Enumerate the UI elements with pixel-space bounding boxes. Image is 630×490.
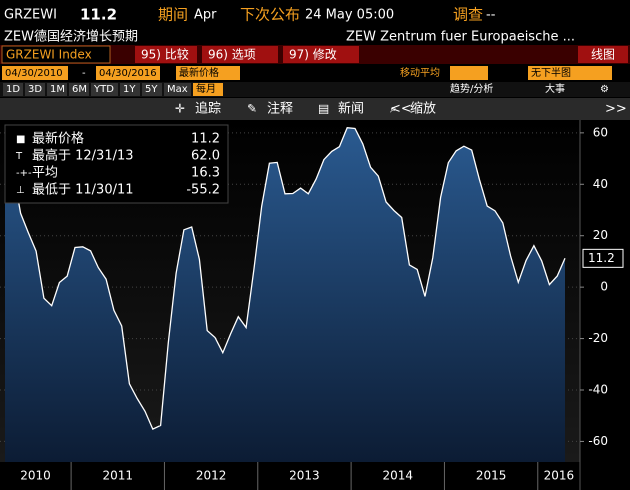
last-value-box	[582, 248, 624, 268]
tool-icon[interactable]: ✛	[175, 102, 185, 116]
survey: --	[486, 8, 496, 23]
range-button[interactable]	[91, 83, 118, 96]
tool-label: 缩放	[410, 101, 436, 117]
start-box[interactable]	[2, 66, 68, 80]
menu-button[interactable]	[283, 46, 359, 63]
chart-kind: 线图	[591, 48, 615, 62]
area-fill	[5, 127, 565, 462]
y-tick-label: 40	[593, 177, 608, 191]
tool-label: 新闻	[338, 101, 364, 117]
source: ZEW Zentrum fuer Europaeische ...	[346, 30, 575, 45]
legend-label: 最高于 12/31/13	[32, 148, 134, 164]
tool-bar	[0, 98, 630, 120]
legend-value: 62.0	[191, 149, 220, 164]
menu-label: 96) 选项	[208, 48, 256, 62]
legend-symbol: -+-	[16, 168, 32, 179]
legend-symbol: T	[15, 151, 23, 162]
range-label: 1D	[6, 84, 20, 95]
range-button[interactable]	[69, 83, 89, 96]
range-label: 5Y	[145, 84, 158, 95]
lower-box[interactable]	[528, 66, 612, 80]
range-label: 6M	[72, 84, 87, 95]
settings-icon[interactable]: ⚙	[600, 84, 609, 95]
range-label: 1M	[50, 84, 65, 95]
field-box[interactable]	[176, 66, 240, 80]
y-tick-label: -60	[588, 434, 608, 448]
ticker: GRZEWI	[4, 8, 57, 23]
legend-value: -55.2	[186, 183, 220, 198]
legend-value: 16.3	[191, 166, 220, 181]
trend: 趋势/分析	[450, 82, 493, 95]
survey-label: 调查	[453, 6, 483, 24]
range-button[interactable]	[142, 83, 162, 96]
end-box[interactable]	[96, 66, 160, 80]
x-tick-label: 2015	[476, 469, 507, 483]
header-bar	[0, 0, 630, 28]
series-line	[4, 127, 566, 430]
legend-value: 11.2	[191, 132, 220, 147]
legend-label: 平均	[32, 166, 58, 181]
last-value-label: 11.2	[588, 251, 615, 265]
legend-label: 最新价格	[32, 131, 84, 147]
x-axis-band	[0, 462, 630, 490]
x-tick-label: 2010	[20, 469, 51, 483]
range-label: Max	[167, 84, 188, 95]
tool-icon[interactable]: ▤	[318, 102, 329, 116]
dash: -	[82, 68, 86, 79]
price-field: 最新价格	[179, 66, 219, 79]
lower-panel: 无下半图	[531, 66, 571, 79]
freq-box[interactable]	[193, 83, 223, 96]
x-tick-label: 2013	[289, 469, 320, 483]
menu-label: 95) 比较	[141, 47, 189, 62]
y-tick-label: -20	[588, 331, 608, 345]
range-label: 1Y	[123, 84, 136, 95]
security-box[interactable]	[1, 45, 111, 64]
legend-box	[4, 124, 229, 204]
x-tick-label: 2016	[544, 469, 575, 483]
scroll-left[interactable]: <<	[390, 102, 412, 117]
security-name: ZEW德国经济增长预期	[4, 30, 138, 45]
range-button[interactable]	[47, 83, 67, 96]
x-tick-label: 2011	[103, 469, 134, 483]
range-label: YTD	[93, 84, 114, 95]
menu-button[interactable]	[202, 46, 278, 63]
range-button[interactable]	[3, 83, 23, 96]
range-button[interactable]	[120, 83, 140, 96]
end-date: 04/30/2016	[99, 68, 157, 79]
events: 大事	[545, 82, 565, 95]
y-tick-label: -40	[588, 383, 608, 397]
x-tick-label: 2014	[383, 469, 414, 483]
ma-box[interactable]	[450, 66, 488, 80]
tool-icon[interactable]: ⌕	[390, 102, 397, 116]
next-release: 24 May 05:00	[305, 8, 394, 23]
range-button[interactable]	[164, 83, 191, 96]
period-label: 期间	[158, 6, 188, 24]
y-tick-label: 0	[600, 280, 608, 294]
chart-kind-box[interactable]	[578, 46, 628, 63]
start-date: 04/30/2010	[5, 68, 63, 79]
freq: 每月	[196, 82, 216, 95]
legend-symbol: ⊥	[16, 185, 25, 196]
y-tick-label: 20	[593, 228, 608, 242]
y-tick-label: 60	[593, 125, 608, 139]
moving-average: 移动平均	[400, 66, 440, 79]
period: Apr	[194, 8, 217, 23]
menu-button[interactable]	[135, 46, 197, 63]
menu-label: 97) 修改	[289, 47, 337, 62]
legend-label: 最低于 11/30/11	[32, 183, 134, 198]
range-button[interactable]	[25, 83, 45, 96]
next-label: 下次公布	[240, 6, 300, 24]
legend-symbol: ■	[16, 134, 25, 145]
range-label: 3D	[28, 84, 42, 95]
x-tick-label: 2012	[196, 469, 227, 483]
security: GRZEWI Index	[6, 48, 92, 62]
tool-icon[interactable]: ✎	[247, 102, 257, 116]
last-price: 11.2	[80, 6, 117, 24]
tool-label: 注释	[267, 102, 293, 117]
tool-label: 追踪	[195, 101, 221, 117]
scroll-right[interactable]: >>	[605, 102, 627, 117]
